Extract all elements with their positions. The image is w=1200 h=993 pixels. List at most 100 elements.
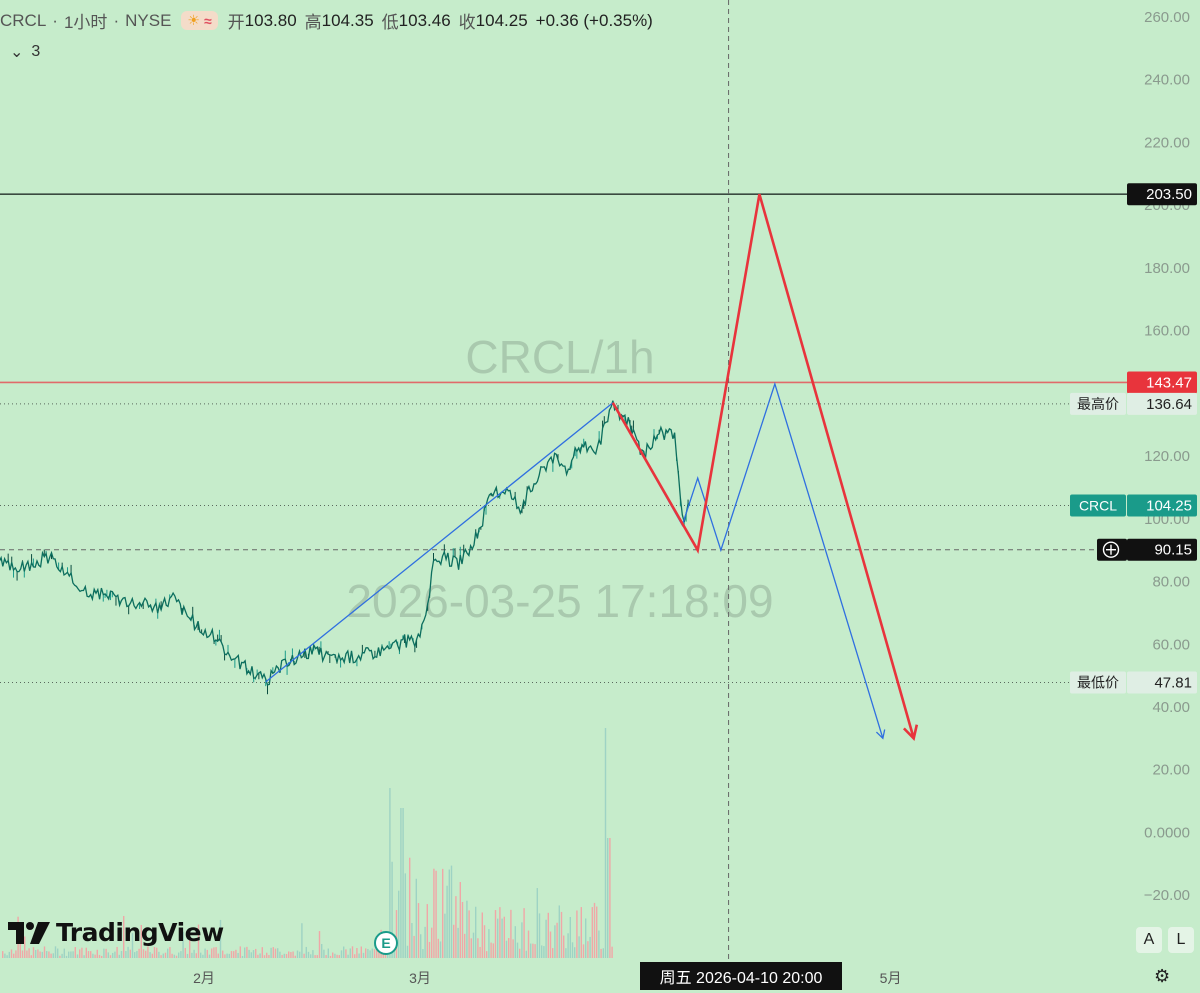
volume-bar bbox=[345, 949, 347, 958]
projection-path-red[interactable] bbox=[611, 193, 915, 739]
volume-bar bbox=[200, 952, 202, 958]
volume-bar bbox=[277, 948, 279, 958]
volume-bar bbox=[369, 950, 371, 958]
volume-bar bbox=[464, 933, 466, 958]
volume-bar bbox=[50, 953, 52, 958]
volume-bar bbox=[411, 923, 413, 958]
auto-scale-button[interactable]: A bbox=[1136, 927, 1162, 953]
volume-bar bbox=[233, 951, 235, 958]
volume-bar bbox=[600, 948, 602, 958]
volume-bar bbox=[347, 954, 349, 958]
volume-bar bbox=[204, 948, 206, 958]
volume-bar bbox=[259, 953, 261, 958]
volume-bar bbox=[279, 951, 281, 958]
volume-bar bbox=[292, 951, 294, 958]
volume-bar bbox=[167, 948, 169, 958]
volume-bar bbox=[171, 953, 173, 958]
tradingview-logo[interactable]: TradingView bbox=[8, 918, 224, 947]
y-tick-label: −20.00 bbox=[1144, 887, 1190, 904]
volume-bar bbox=[92, 953, 94, 958]
volume-bar bbox=[215, 947, 217, 958]
logo-wordmark: TradingView bbox=[56, 918, 224, 947]
volume-bar bbox=[477, 938, 479, 958]
volume-bar bbox=[547, 912, 549, 958]
volume-bar bbox=[332, 952, 334, 958]
volume-bar bbox=[288, 951, 290, 958]
y-tick-label: 160.00 bbox=[1144, 323, 1190, 340]
volume-bar bbox=[283, 953, 285, 958]
y-tick-label: 240.00 bbox=[1144, 72, 1190, 89]
volume-bar bbox=[554, 925, 556, 958]
volume-bar bbox=[349, 948, 351, 958]
volume-bar bbox=[142, 949, 145, 958]
lowest-price-tag: 47.81 bbox=[1154, 675, 1192, 692]
volume-bar bbox=[611, 946, 613, 958]
watermark-title: CRCL/1h bbox=[465, 331, 654, 383]
volume-bar bbox=[490, 942, 492, 958]
volume-bar bbox=[580, 907, 582, 958]
volume-bar bbox=[134, 952, 136, 958]
volume-bar bbox=[402, 808, 404, 958]
volume-bar bbox=[54, 946, 57, 958]
volume-bar bbox=[417, 903, 420, 958]
volume-bar bbox=[156, 947, 158, 958]
y-tick-label: 220.00 bbox=[1144, 134, 1190, 151]
volume-bar bbox=[569, 916, 571, 958]
volume-bar bbox=[246, 946, 248, 958]
market-session-badge[interactable]: ☀ ≈ bbox=[181, 11, 218, 30]
volume-bar bbox=[290, 952, 292, 958]
volume-bar bbox=[74, 947, 76, 958]
volume-bar bbox=[582, 944, 585, 958]
volume-bar bbox=[112, 952, 114, 958]
volume-bar bbox=[169, 946, 171, 958]
volume-bar bbox=[336, 954, 338, 958]
indicators-toggle[interactable]: ⌄ 3 bbox=[10, 42, 40, 62]
volume-bar bbox=[488, 929, 490, 958]
volume-bar bbox=[424, 926, 426, 958]
trend-line-blue[interactable] bbox=[265, 402, 614, 683]
volume-bar bbox=[340, 950, 343, 958]
symbol-name[interactable]: CRCL bbox=[0, 10, 47, 30]
interval-label[interactable]: 1小时 bbox=[63, 13, 108, 32]
volume-bar bbox=[367, 948, 369, 958]
volume-bar bbox=[138, 948, 140, 958]
volume-bar bbox=[28, 948, 30, 958]
volume-bar bbox=[450, 865, 453, 958]
volume-bar bbox=[162, 953, 164, 958]
volume-bar bbox=[182, 931, 184, 958]
projection-arrow-red bbox=[902, 724, 919, 741]
volume-bar bbox=[158, 951, 160, 958]
volume-bar bbox=[420, 934, 422, 958]
volume-bar bbox=[193, 949, 195, 958]
volume-bar bbox=[307, 951, 310, 958]
volume-bar bbox=[206, 949, 208, 958]
volume-bar bbox=[472, 932, 475, 958]
volume-bar bbox=[316, 955, 318, 958]
separator: · bbox=[52, 10, 58, 30]
volume-bar bbox=[514, 926, 516, 958]
volume-bar bbox=[239, 946, 241, 958]
volume-bar bbox=[145, 950, 147, 958]
x-tick-label: 5月 bbox=[880, 970, 902, 986]
volume-bar bbox=[76, 954, 79, 958]
volume-bar bbox=[543, 946, 545, 958]
earnings-event-icon[interactable]: E bbox=[374, 931, 398, 955]
volume-bar bbox=[587, 941, 589, 958]
settings-icon[interactable]: ⚙ bbox=[1154, 966, 1171, 986]
volume-bar bbox=[545, 919, 547, 958]
volume-bar bbox=[395, 910, 398, 958]
add-level-icon[interactable] bbox=[1102, 541, 1120, 558]
volume-bar bbox=[4, 953, 6, 958]
log-scale-button[interactable]: L bbox=[1168, 927, 1194, 953]
volume-bar bbox=[39, 951, 41, 958]
volume-bar bbox=[217, 953, 219, 958]
volume-bar bbox=[237, 952, 239, 958]
volume-bar bbox=[15, 950, 17, 958]
volume-bar bbox=[285, 953, 288, 958]
volume-bar bbox=[43, 946, 46, 958]
last-price-tag: 104.25 bbox=[1146, 497, 1192, 514]
volume-bar bbox=[486, 951, 488, 958]
target-price-tag-bg bbox=[1127, 183, 1197, 206]
volume-bar bbox=[65, 955, 68, 958]
